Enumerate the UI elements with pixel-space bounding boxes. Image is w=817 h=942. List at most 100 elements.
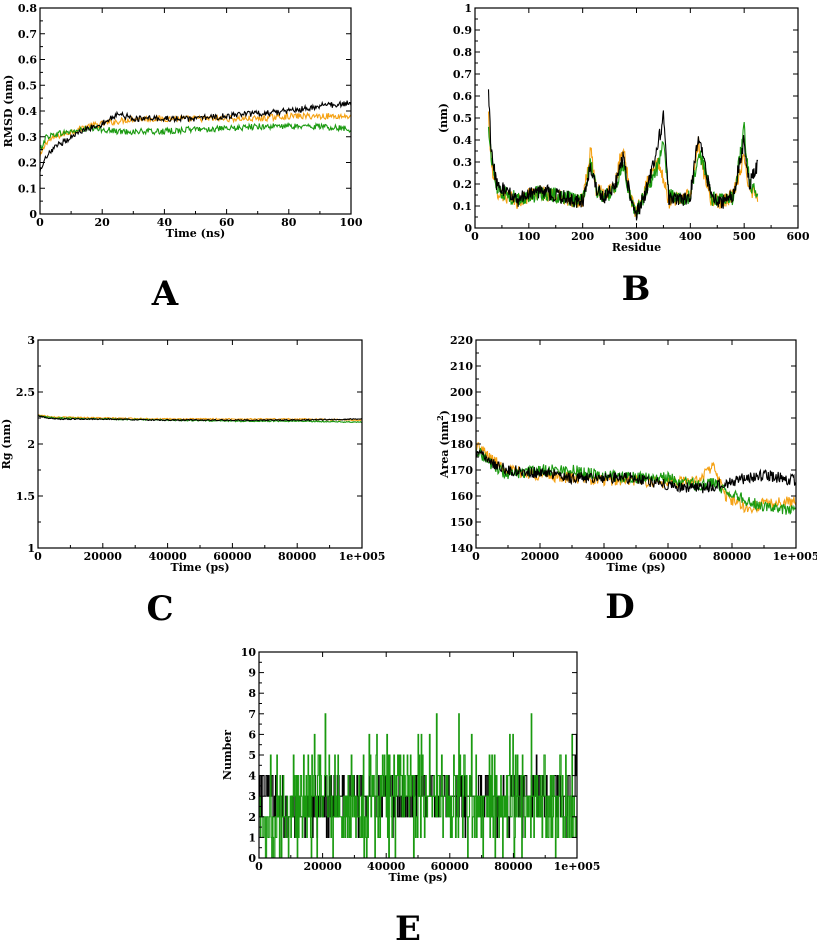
x-tick-label: 60000 [213,550,252,563]
y-tick-label: 6 [248,728,256,741]
y-axis-label: Area (nm2) [435,410,451,479]
x-tick-label: 500 [733,230,756,243]
y-tick-label: 1 [27,542,35,555]
y-tick-label: 160 [450,490,473,503]
series-group [40,100,351,173]
series-line-green [476,447,796,516]
y-tick-label: 0 [464,222,472,235]
y-tick-label: 2 [27,438,35,451]
x-tick-label: 0 [36,216,44,229]
chart-panel-a: 0 20 40 60 80 100 0 0.1 0.2 0.3 0.4 0.5 0.6 0.7 0.8 Tim… [2,2,363,314]
chart-panel-d: 0 20000 40000 60000 80000 1e+005 140 150 160 170 1… [435,334,817,627]
y-tick-label: 0.7 [18,28,37,41]
y-tick-label: 150 [450,516,473,529]
panel-label-a: A [151,274,179,314]
y-tick-label: 0.5 [453,112,472,125]
y-tick-label: 0.1 [453,200,472,213]
y-tick-label: 5 [248,749,256,762]
y-tick-label: 0.4 [453,134,472,147]
series-group [487,89,759,221]
x-tick-label: 20000 [84,550,123,563]
x-tick-label: 40000 [148,550,187,563]
x-tick-label: 80000 [713,550,752,563]
y-tick-label: 0.3 [18,131,37,144]
chart-panel-c: 0 20000 40000 60000 80000 1e+005 1 1.5 2 2.5 3 Time… [0,334,385,629]
plot-frame [37,339,363,549]
y-tick-label: 0.5 [18,79,37,92]
y-tick-label: 0.2 [18,157,37,170]
x-tick-label: 1e+005 [773,550,817,563]
y-tick-label: 2 [248,811,256,824]
series-group [38,414,362,424]
y-axis-label: (nm) [437,103,450,133]
x-tick-label: 40000 [367,860,406,873]
y-tick-label: 4 [248,770,256,783]
y-tick-label: 7 [248,708,256,721]
y-tick-label: 0 [248,852,256,865]
y-axis-label-tail: ) [438,410,451,415]
chart-panel-b: 0 100 200 300 400 500 600 0 0.1 0.2 0.3 0.4 0.5 0.6 0.… [437,2,810,309]
panel-label-b: B [622,269,651,309]
x-axis-label: Time (ps) [606,561,665,574]
y-tick-label: 0.3 [453,156,472,169]
series-line-green [259,713,577,858]
x-axis-label: Time (ps) [388,871,447,884]
x-tick-label: 60 [219,216,235,229]
y-tick-label: 1 [248,831,256,844]
x-tick-label: 600 [787,230,810,243]
x-tick-label: 80000 [494,860,533,873]
y-tick-label: 9 [248,667,256,680]
y-tick-label: 0.9 [453,24,472,37]
x-tick-label: 0 [471,230,479,243]
x-axis-label: Time (ns) [166,227,225,240]
x-tick-label: 80 [281,216,297,229]
x-axis-label: Time (ps) [170,561,229,574]
y-tick-label: 200 [450,386,473,399]
y-tick-label: 0.2 [453,178,472,191]
x-tick-label: 40 [157,216,173,229]
y-axis-label-superscript: 2 [435,415,445,421]
x-tick-label: 1e+005 [554,860,601,873]
series-line-black [476,449,796,494]
x-tick-label: 60000 [649,550,688,563]
y-tick-label: 180 [450,438,473,451]
series-line-black [38,415,362,422]
panel-label-d: D [605,587,634,627]
series-line-black [487,89,759,221]
chart-panel-e: 0 20000 40000 60000 80000 1e+005 0 1 2 3 4 5 6 7 8 9 10 T… [221,646,600,942]
x-tick-label: 20000 [303,860,342,873]
y-tick-label: 190 [450,412,473,425]
x-tick-label: 100 [340,216,363,229]
series-group [476,441,796,516]
y-tick-label: 0.7 [453,68,472,81]
x-tick-label: 0 [255,860,263,873]
y-tick-label: 0.6 [18,54,37,67]
y-tick-label: 0 [29,208,37,221]
y-tick-label: 140 [450,542,473,555]
panel-label-e: E [395,909,421,942]
x-tick-label: 200 [571,230,594,243]
y-tick-label: 2.5 [16,386,35,399]
x-tick-label: 0 [34,550,42,563]
x-axis-label: Residue [612,241,661,254]
x-tick-label: 300 [625,230,648,243]
y-tick-label: 210 [450,360,473,373]
y-tick-label: 220 [450,334,473,347]
y-tick-label: 0.8 [18,2,37,15]
series-group [259,713,577,858]
y-tick-label: 10 [241,646,257,659]
x-tick-label: 100 [517,230,540,243]
y-tick-label: 0.1 [18,182,37,195]
plot-frame [39,7,352,215]
panel-label-c: C [146,589,173,629]
x-tick-label: 60000 [431,860,470,873]
y-tick-label: 0.6 [453,90,472,103]
y-tick-label: 1 [464,2,472,15]
x-tick-label: 0 [472,550,480,563]
y-tick-label: 3 [27,334,35,347]
y-tick-label: 170 [450,464,473,477]
x-tick-label: 400 [679,230,702,243]
y-tick-label: 0.4 [18,105,37,118]
x-tick-label: 1e+005 [339,550,386,563]
